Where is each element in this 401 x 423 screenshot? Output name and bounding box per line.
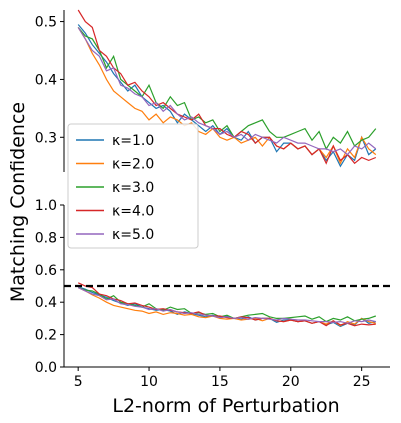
full-panel: 0.0 0.2 0.4 0.6 0.8 1.0 5 10 15 20 25 [35, 198, 390, 390]
zoom-series-line-1 [77, 24, 377, 168]
zoom-series-line-4 [77, 9, 377, 165]
x-tick-label: 15 [211, 374, 229, 390]
zoom-panel: 0.3 0.4 0.5 [35, 9, 377, 172]
zoom-y-tick-label: 0.3 [35, 130, 57, 146]
x-axis-title: L2-norm of Perturbation [112, 395, 339, 417]
legend-label: κ=4.0 [112, 204, 154, 220]
full-series-line-5 [77, 287, 376, 324]
zoom-y-tick-label: 0.5 [35, 15, 57, 31]
full-y-tick-label: 0.6 [35, 263, 57, 279]
full-y-tick-label: 0.2 [35, 328, 57, 344]
zoom-series-line-2 [77, 27, 377, 165]
zoom-y-tick-label: 0.4 [35, 72, 57, 88]
zoom-series-line-5 [77, 27, 377, 156]
full-y-tick-label: 0.0 [35, 360, 57, 376]
full-y-tick-label: 1.0 [35, 198, 57, 214]
legend-label: κ=3.0 [112, 180, 154, 196]
x-tick-label: 25 [353, 374, 371, 390]
legend: κ=1.0 κ=2.0 κ=3.0 κ=4.0 κ=5.0 [67, 123, 199, 249]
x-tick-label: 20 [282, 374, 300, 390]
full-series-line-2 [77, 287, 376, 327]
full-series-line-1 [78, 286, 376, 328]
full-y-tick-label: 0.8 [35, 230, 57, 246]
y-axis-title: Matching Confidence [7, 102, 29, 302]
legend-label: κ=2.0 [112, 157, 154, 173]
x-tick-label: 10 [140, 374, 158, 390]
legend-label: κ=5.0 [112, 227, 154, 243]
legend-box [67, 123, 199, 249]
full-y-tick-label: 0.4 [35, 295, 57, 311]
legend-label: κ=1.0 [112, 133, 154, 149]
full-series-line-4 [77, 282, 376, 327]
x-tick-label: 5 [74, 374, 83, 390]
